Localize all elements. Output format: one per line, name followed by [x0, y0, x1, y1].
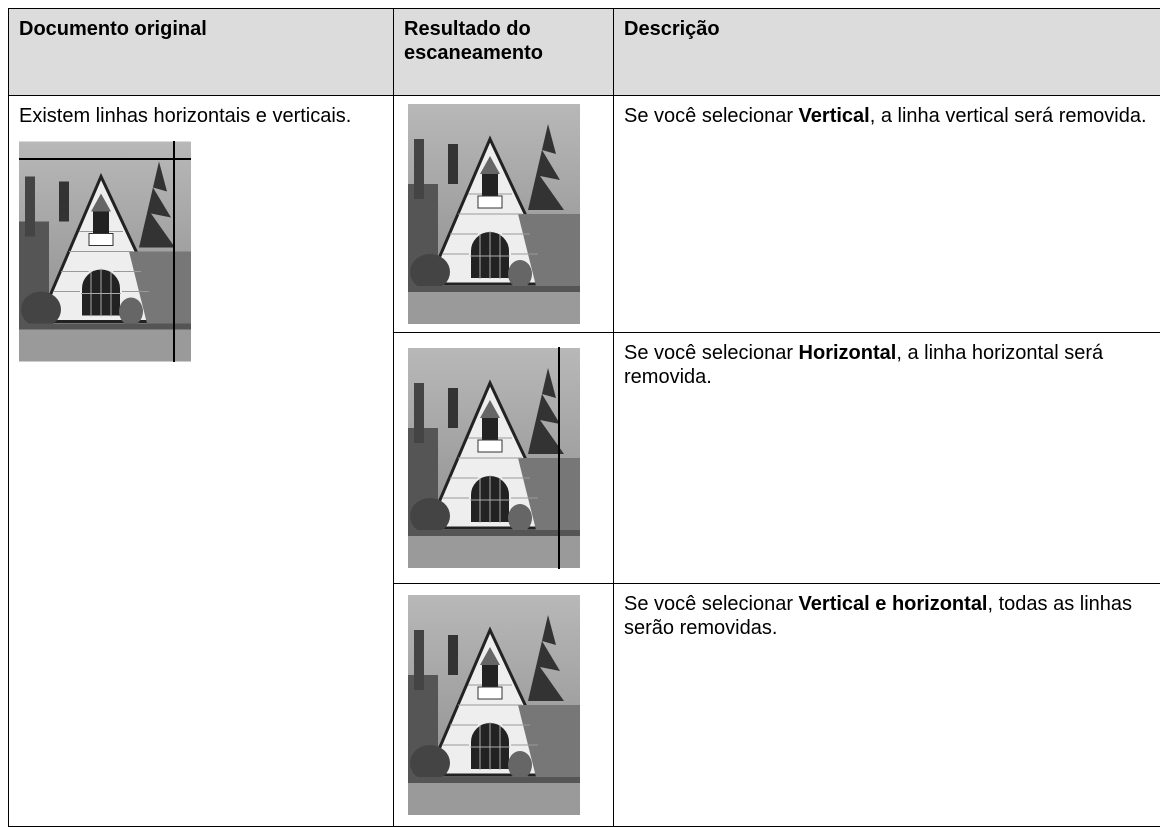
original-text: Existem linhas horizontais e verticais. — [19, 104, 383, 128]
description-cell: Se você selecionar Vertical, a linha ver… — [614, 96, 1160, 333]
row: Existem linhas horizontais e verticais. … — [9, 96, 1160, 333]
original-image — [19, 141, 191, 362]
bold-text: Vertical — [799, 105, 870, 127]
header-cell: Documento original — [9, 9, 394, 96]
result-image — [408, 347, 580, 569]
result-cell — [394, 584, 614, 827]
bold-text: Horizontal — [799, 342, 897, 364]
result-cell — [394, 96, 614, 333]
result-image — [408, 104, 580, 324]
bold-text: Vertical e horizontal — [799, 593, 988, 615]
result-image — [408, 595, 580, 815]
header-row: Documento original Resultado do escaneam… — [9, 9, 1160, 96]
header-cell: Descrição — [614, 9, 1160, 96]
description-cell: Se você selecionar Horizontal, a linha h… — [614, 333, 1160, 584]
description-cell: Se você selecionar Vertical e horizontal… — [614, 584, 1160, 827]
table: Documento original Resultado do escaneam… — [8, 8, 1160, 827]
text: Se você selecionar — [624, 593, 799, 615]
result-cell — [394, 333, 614, 584]
text: Se você selecionar — [624, 105, 799, 127]
text: Se você selecionar — [624, 342, 799, 364]
header-cell: Resultado do escaneamento — [394, 9, 614, 96]
text: , a linha vertical será removida. — [870, 105, 1147, 127]
original-cell: Existem linhas horizontais e verticais. — [9, 96, 394, 827]
